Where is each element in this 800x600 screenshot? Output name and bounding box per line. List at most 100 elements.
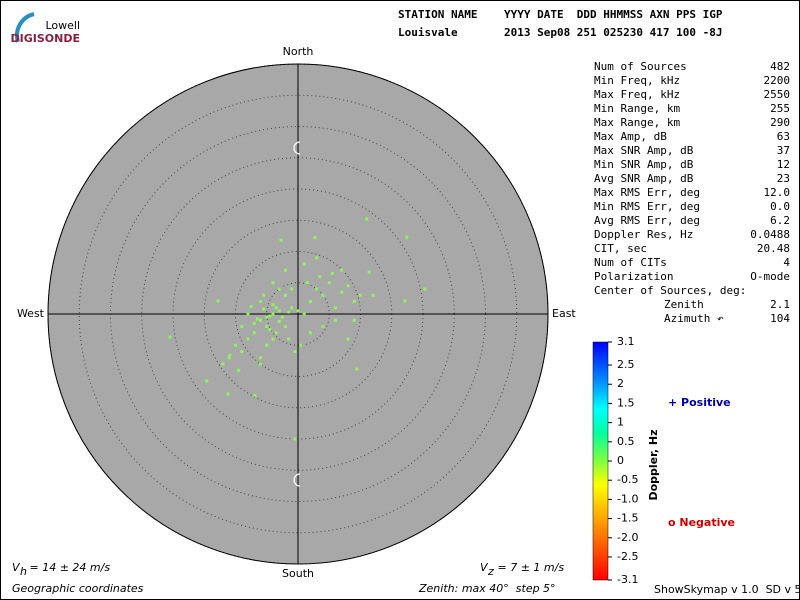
source-point bbox=[262, 307, 266, 311]
source-point bbox=[302, 262, 306, 266]
source-point bbox=[309, 331, 312, 335]
source-point bbox=[371, 293, 375, 297]
stat-label: Max RMS Err, deg bbox=[594, 186, 700, 199]
vh-label: h bbox=[20, 565, 27, 578]
stat-label: Max Amp, dB bbox=[594, 130, 667, 143]
source-point bbox=[279, 238, 283, 242]
colorbar-tick-label: -2.0 bbox=[617, 531, 638, 544]
source-point bbox=[367, 270, 371, 274]
source-point bbox=[274, 331, 278, 335]
source-point bbox=[221, 362, 225, 366]
source-point bbox=[246, 337, 250, 341]
colorbar-tick-label: -1.0 bbox=[617, 492, 638, 505]
stat-value: 4 bbox=[783, 256, 790, 269]
source-point bbox=[293, 350, 297, 353]
source-point bbox=[274, 306, 278, 310]
colorbar-tick-label: -0.5 bbox=[617, 473, 638, 486]
stat-label: Doppler Res, Hz bbox=[594, 228, 693, 241]
colorbar-tick-label: 3.1 bbox=[617, 335, 635, 348]
logo-bottom: DIGISONDE bbox=[11, 32, 80, 45]
source-point bbox=[340, 290, 344, 294]
coords-label: Geographic coordinates bbox=[12, 582, 144, 595]
direction-label: West bbox=[17, 307, 45, 320]
source-point bbox=[246, 312, 250, 316]
source-point bbox=[268, 314, 272, 318]
source-point bbox=[327, 281, 331, 285]
source-point bbox=[352, 318, 356, 322]
stat-label: Avg RMS Err, deg bbox=[594, 214, 700, 227]
stat-label: Max Freq, kHz bbox=[594, 88, 680, 101]
source-point bbox=[299, 343, 303, 347]
source-point bbox=[277, 287, 281, 291]
vz-label: = 7 ± 1 m/s bbox=[494, 561, 564, 574]
vz-label: z bbox=[487, 565, 494, 578]
source-point bbox=[284, 325, 287, 328]
stat-label: CIT, sec bbox=[594, 242, 647, 255]
logo-swoosh bbox=[15, 12, 35, 43]
source-point bbox=[259, 362, 262, 366]
source-point bbox=[334, 306, 337, 310]
source-point bbox=[284, 268, 287, 272]
stat-label: Num of CITs bbox=[594, 256, 667, 269]
colorbar-label: Doppler, Hz bbox=[647, 429, 660, 500]
source-point bbox=[253, 393, 257, 397]
stat-value: 290 bbox=[770, 116, 790, 129]
stat-value: 12.0 bbox=[764, 186, 791, 199]
source-point bbox=[262, 293, 266, 297]
colorbar-tick-label: -2.5 bbox=[617, 550, 638, 563]
stat-value: 23 bbox=[777, 172, 790, 185]
stat-value: 63 bbox=[777, 130, 790, 143]
source-point bbox=[346, 337, 350, 341]
stat-label: Max Range, km bbox=[594, 116, 680, 129]
source-point bbox=[405, 235, 409, 239]
colorbar-tick-label: 0 bbox=[617, 454, 624, 467]
source-point bbox=[265, 315, 269, 319]
source-point bbox=[277, 309, 281, 313]
source-point bbox=[346, 284, 350, 288]
source-point bbox=[302, 312, 306, 316]
source-point bbox=[305, 281, 309, 285]
colorbar-tick-label: -1.5 bbox=[617, 512, 638, 525]
source-point bbox=[240, 325, 244, 328]
stat-value: O-mode bbox=[750, 270, 790, 283]
stat-label: Avg SNR Amp, dB bbox=[594, 172, 694, 185]
stat-value: 255 bbox=[770, 102, 790, 115]
legend-entry: o Negative bbox=[668, 516, 735, 529]
source-point bbox=[290, 287, 294, 291]
source-point bbox=[313, 236, 317, 240]
source-point bbox=[237, 368, 241, 372]
source-point bbox=[259, 300, 262, 303]
stat-value: 12 bbox=[777, 158, 790, 171]
version-label: ShowSkymap v 1.0 SD v 5.1 bbox=[654, 583, 800, 596]
source-point bbox=[249, 305, 253, 308]
source-point bbox=[168, 335, 172, 339]
source-point bbox=[271, 281, 275, 285]
stat-label: Azimuth ↶ bbox=[664, 312, 724, 325]
source-point bbox=[359, 293, 362, 297]
stat-value: 0.0 bbox=[770, 200, 790, 213]
source-point bbox=[252, 331, 256, 335]
source-point bbox=[216, 299, 220, 303]
vh-label: = 14 ± 24 m/s bbox=[26, 561, 110, 574]
zenith-label: Zenith: max 40° step 5° bbox=[418, 582, 556, 595]
source-point bbox=[318, 275, 322, 278]
legend-entry: + Positive bbox=[668, 396, 731, 409]
source-point bbox=[365, 217, 369, 221]
vh-label: V bbox=[12, 561, 21, 574]
stat-value: 104 bbox=[770, 312, 790, 325]
marker bbox=[293, 473, 301, 487]
header-line: Louisvale 2013 Sep08 251 025230 417 100 … bbox=[398, 26, 723, 39]
source-point bbox=[268, 328, 272, 332]
source-point bbox=[290, 306, 294, 310]
source-point bbox=[255, 317, 259, 321]
stat-value: 2550 bbox=[764, 88, 791, 101]
stat-label: Min SNR Amp, dB bbox=[594, 158, 694, 171]
colorbar bbox=[592, 341, 609, 581]
logo-top: Lowell bbox=[45, 19, 80, 32]
source-point bbox=[296, 309, 300, 313]
colorbar-tick-label: 1 bbox=[617, 416, 624, 429]
source-point bbox=[309, 300, 312, 303]
source-point bbox=[228, 353, 232, 357]
stats-table: Num of Sources 482 Min Freq, kHz 2200 Max Fr… bbox=[594, 60, 790, 325]
